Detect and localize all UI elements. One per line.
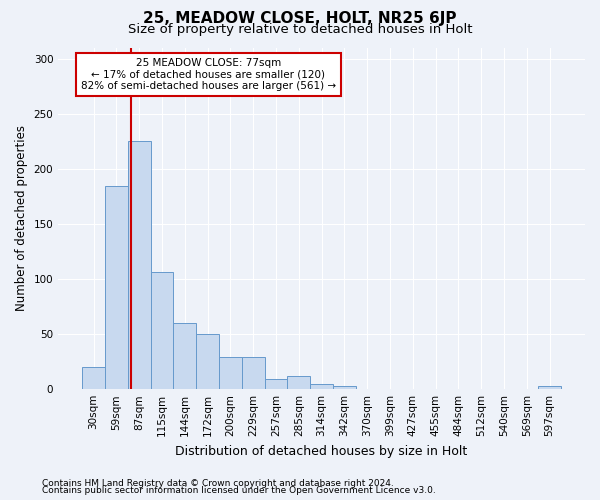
Bar xyxy=(105,186,128,389)
Bar xyxy=(538,386,561,389)
Text: Size of property relative to detached houses in Holt: Size of property relative to detached ho… xyxy=(128,22,472,36)
Bar xyxy=(265,380,287,389)
Text: Contains public sector information licensed under the Open Government Licence v3: Contains public sector information licen… xyxy=(42,486,436,495)
Bar xyxy=(82,367,105,389)
Text: Contains HM Land Registry data © Crown copyright and database right 2024.: Contains HM Land Registry data © Crown c… xyxy=(42,478,394,488)
Bar xyxy=(333,386,356,389)
Bar xyxy=(128,141,151,389)
Bar xyxy=(173,323,196,389)
Bar xyxy=(287,376,310,389)
Bar xyxy=(219,357,242,389)
Text: 25 MEADOW CLOSE: 77sqm
← 17% of detached houses are smaller (120)
82% of semi-de: 25 MEADOW CLOSE: 77sqm ← 17% of detached… xyxy=(81,58,336,91)
Bar xyxy=(310,384,333,389)
X-axis label: Distribution of detached houses by size in Holt: Distribution of detached houses by size … xyxy=(175,444,468,458)
Bar xyxy=(242,357,265,389)
Text: 25, MEADOW CLOSE, HOLT, NR25 6JP: 25, MEADOW CLOSE, HOLT, NR25 6JP xyxy=(143,11,457,26)
Bar xyxy=(151,272,173,389)
Y-axis label: Number of detached properties: Number of detached properties xyxy=(15,126,28,312)
Bar xyxy=(196,334,219,389)
